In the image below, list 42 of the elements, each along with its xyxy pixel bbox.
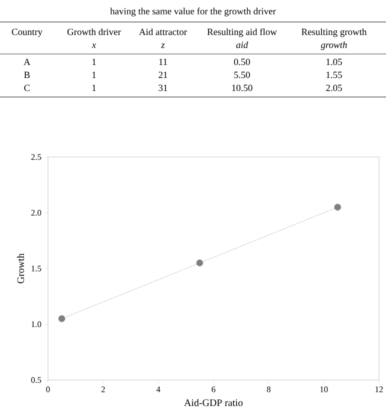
y-tick-label: 2.0: [31, 210, 42, 216]
text: C: [24, 84, 30, 92]
y-tick-label: 1.5: [32, 266, 42, 272]
text: 0.50: [234, 58, 250, 66]
text: 1.05: [326, 58, 342, 66]
text: Resulting aid flow: [207, 28, 277, 38]
text: 21: [158, 72, 168, 78]
x-tick-label: 10: [320, 386, 328, 392]
text: x: [92, 44, 96, 48]
point: [58, 315, 66, 322]
point: [196, 260, 204, 266]
text: 1: [92, 84, 96, 91]
x-tick-label: 12: [376, 386, 383, 392]
text: Growth driver: [67, 28, 121, 36]
text: 1: [92, 72, 96, 78]
text: 11: [159, 58, 167, 65]
x-tick-label: 2: [101, 386, 105, 392]
text: Resulting growth: [302, 28, 367, 38]
y-axis-title: Growth: [17, 253, 24, 284]
text: 5.50: [234, 72, 250, 78]
text: 10.50: [232, 84, 252, 92]
text: growth: [320, 41, 347, 50]
text: z: [161, 44, 165, 48]
y-tick-label: 1.0: [32, 321, 42, 328]
text: 1: [92, 58, 96, 65]
text: 2.05: [326, 84, 342, 92]
x-tick-label: 4: [156, 386, 160, 392]
text: aid: [236, 41, 248, 48]
y-tick-label: 2.5: [31, 154, 42, 160]
text: 1.55: [326, 72, 342, 78]
point: [334, 204, 342, 211]
text: A: [24, 58, 30, 65]
text: Aid attractor: [139, 28, 187, 36]
text: Country: [12, 28, 42, 38]
x-tick-label: 0: [46, 386, 50, 392]
x-axis-title: Aid-GDP ratio: [184, 399, 243, 406]
x-tick-label: 6: [212, 386, 216, 392]
text: 31: [158, 84, 168, 92]
y-tick-label: 0.5: [31, 377, 42, 383]
x-tick-label: 8: [266, 386, 270, 392]
text: B: [24, 72, 30, 78]
chart-title: having the same value for the growth driver: [110, 8, 276, 16]
